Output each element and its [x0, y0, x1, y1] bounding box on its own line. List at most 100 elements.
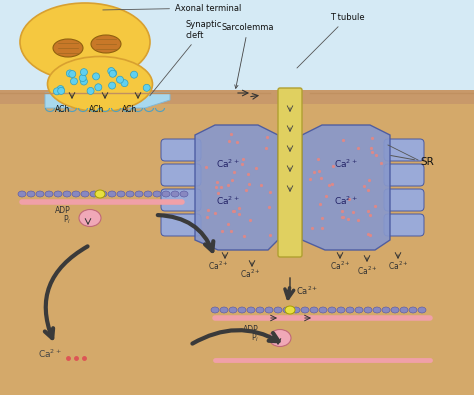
- Ellipse shape: [54, 191, 62, 197]
- Polygon shape: [195, 125, 278, 250]
- Ellipse shape: [135, 191, 143, 197]
- Text: Synaptic
cleft: Synaptic cleft: [150, 20, 221, 96]
- Ellipse shape: [247, 307, 255, 313]
- Ellipse shape: [92, 73, 100, 80]
- Ellipse shape: [47, 56, 153, 111]
- Text: T tubule: T tubule: [297, 13, 365, 68]
- Text: Sarcolemma: Sarcolemma: [222, 23, 274, 88]
- Ellipse shape: [301, 307, 309, 313]
- Ellipse shape: [109, 70, 116, 77]
- Ellipse shape: [391, 307, 399, 313]
- Ellipse shape: [108, 191, 116, 197]
- Ellipse shape: [269, 329, 291, 346]
- Ellipse shape: [87, 87, 94, 94]
- FancyBboxPatch shape: [384, 214, 424, 236]
- Ellipse shape: [220, 307, 228, 313]
- Ellipse shape: [108, 68, 115, 75]
- Ellipse shape: [53, 39, 83, 57]
- FancyBboxPatch shape: [384, 164, 424, 186]
- Ellipse shape: [81, 78, 87, 85]
- Ellipse shape: [211, 307, 219, 313]
- Ellipse shape: [90, 191, 98, 197]
- FancyBboxPatch shape: [384, 139, 424, 161]
- Bar: [0, 90, 474, 104]
- Text: Ca$^{2+}$: Ca$^{2+}$: [330, 260, 350, 272]
- Text: Ca$^{2+}$: Ca$^{2+}$: [388, 260, 408, 272]
- Ellipse shape: [121, 80, 128, 87]
- Polygon shape: [45, 93, 170, 108]
- Ellipse shape: [310, 307, 318, 313]
- Ellipse shape: [95, 190, 105, 198]
- Ellipse shape: [144, 191, 152, 197]
- Text: ACh: ACh: [90, 105, 105, 114]
- Text: ACh: ACh: [55, 105, 71, 114]
- Ellipse shape: [45, 191, 53, 197]
- FancyBboxPatch shape: [161, 139, 201, 161]
- Ellipse shape: [162, 191, 170, 197]
- Ellipse shape: [143, 84, 150, 91]
- Ellipse shape: [63, 191, 71, 197]
- FancyBboxPatch shape: [278, 88, 302, 257]
- Text: Ca$^{2+}$: Ca$^{2+}$: [296, 285, 319, 297]
- Ellipse shape: [274, 307, 282, 313]
- Ellipse shape: [69, 71, 76, 77]
- Ellipse shape: [91, 35, 121, 53]
- Ellipse shape: [36, 191, 44, 197]
- FancyBboxPatch shape: [161, 189, 201, 211]
- Text: P$_i$: P$_i$: [63, 213, 71, 226]
- Text: ADP: ADP: [55, 206, 71, 215]
- Ellipse shape: [79, 209, 101, 226]
- Text: Ca$^{2+}$: Ca$^{2+}$: [357, 265, 377, 277]
- Ellipse shape: [66, 70, 73, 77]
- Ellipse shape: [382, 307, 390, 313]
- Bar: [0, 0, 474, 95]
- Ellipse shape: [364, 307, 372, 313]
- Ellipse shape: [153, 191, 161, 197]
- Ellipse shape: [292, 307, 300, 313]
- Ellipse shape: [283, 307, 291, 313]
- Ellipse shape: [117, 76, 124, 83]
- Ellipse shape: [126, 191, 134, 197]
- Ellipse shape: [418, 307, 426, 313]
- Text: SR: SR: [391, 156, 434, 167]
- Ellipse shape: [81, 69, 87, 76]
- Ellipse shape: [79, 75, 86, 81]
- Ellipse shape: [373, 307, 381, 313]
- Ellipse shape: [328, 307, 336, 313]
- Ellipse shape: [81, 191, 89, 197]
- Ellipse shape: [180, 191, 188, 197]
- Ellipse shape: [20, 3, 150, 81]
- Ellipse shape: [54, 88, 61, 95]
- Ellipse shape: [27, 191, 35, 197]
- Text: Ca$^{2+}$: Ca$^{2+}$: [216, 158, 240, 170]
- Text: Axonal terminal: Axonal terminal: [103, 4, 241, 13]
- Ellipse shape: [109, 82, 116, 89]
- Ellipse shape: [238, 307, 246, 313]
- Ellipse shape: [355, 307, 363, 313]
- Ellipse shape: [256, 307, 264, 313]
- FancyBboxPatch shape: [384, 189, 424, 211]
- Ellipse shape: [57, 86, 64, 92]
- Ellipse shape: [319, 307, 327, 313]
- Ellipse shape: [117, 191, 125, 197]
- Ellipse shape: [400, 307, 408, 313]
- Ellipse shape: [72, 191, 80, 197]
- Polygon shape: [302, 125, 390, 250]
- Text: P$_i$: P$_i$: [251, 332, 259, 344]
- Text: Ca$^{2+}$: Ca$^{2+}$: [334, 195, 358, 207]
- Ellipse shape: [71, 78, 77, 85]
- Text: Ca$^{2+}$: Ca$^{2+}$: [216, 195, 240, 207]
- Ellipse shape: [229, 307, 237, 313]
- Ellipse shape: [171, 191, 179, 197]
- Ellipse shape: [285, 306, 295, 314]
- Text: Ca$^{2+}$: Ca$^{2+}$: [334, 158, 358, 170]
- Ellipse shape: [409, 307, 417, 313]
- FancyBboxPatch shape: [161, 214, 201, 236]
- Ellipse shape: [109, 70, 117, 77]
- Text: Ca$^{2+}$: Ca$^{2+}$: [38, 348, 62, 360]
- Ellipse shape: [265, 307, 273, 313]
- Ellipse shape: [346, 307, 354, 313]
- Ellipse shape: [99, 191, 107, 197]
- FancyBboxPatch shape: [161, 164, 201, 186]
- Ellipse shape: [18, 191, 26, 197]
